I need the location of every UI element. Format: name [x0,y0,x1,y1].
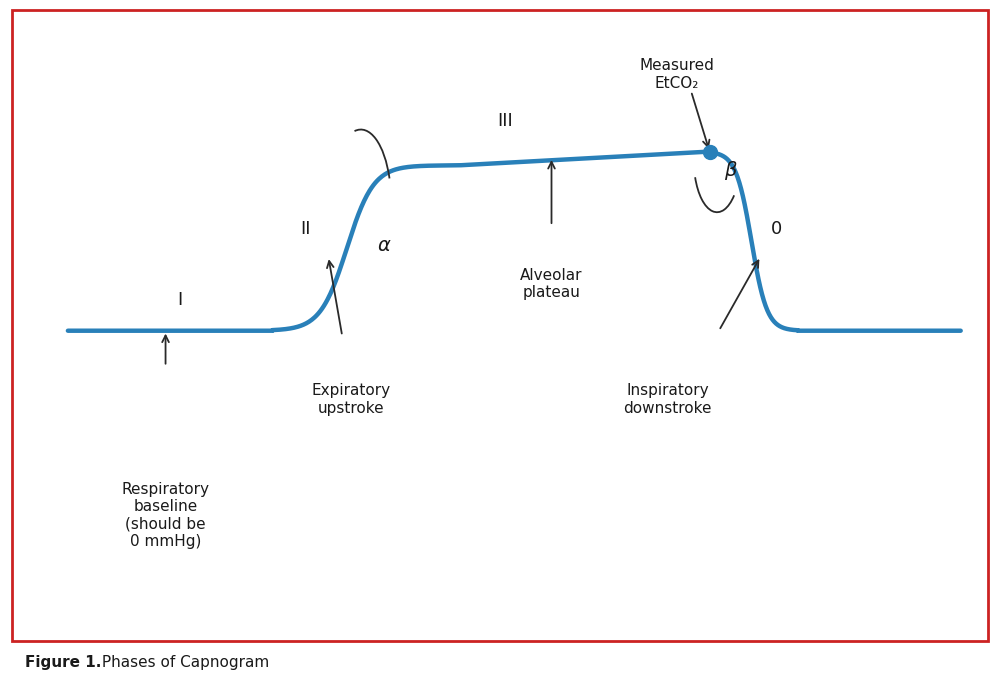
Point [702,146,718,157]
Text: 0: 0 [771,220,782,238]
Text: Phases of Capnogram: Phases of Capnogram [97,655,269,670]
Text: Respiratory
baseline
(should be
0 mmHg): Respiratory baseline (should be 0 mmHg) [122,482,210,549]
Text: II: II [300,220,310,238]
Text: Figure 1.: Figure 1. [25,655,101,670]
Text: Alveolar
plateau: Alveolar plateau [520,267,583,300]
Text: Inspiratory
downstroke: Inspiratory downstroke [624,383,712,416]
Text: Expiratory
upstroke: Expiratory upstroke [312,383,391,416]
Text: III: III [497,112,513,130]
Text: I: I [177,291,182,309]
Text: α: α [378,236,391,255]
Text: Measured
EtCO₂: Measured EtCO₂ [640,58,714,91]
Text: β: β [724,161,736,181]
